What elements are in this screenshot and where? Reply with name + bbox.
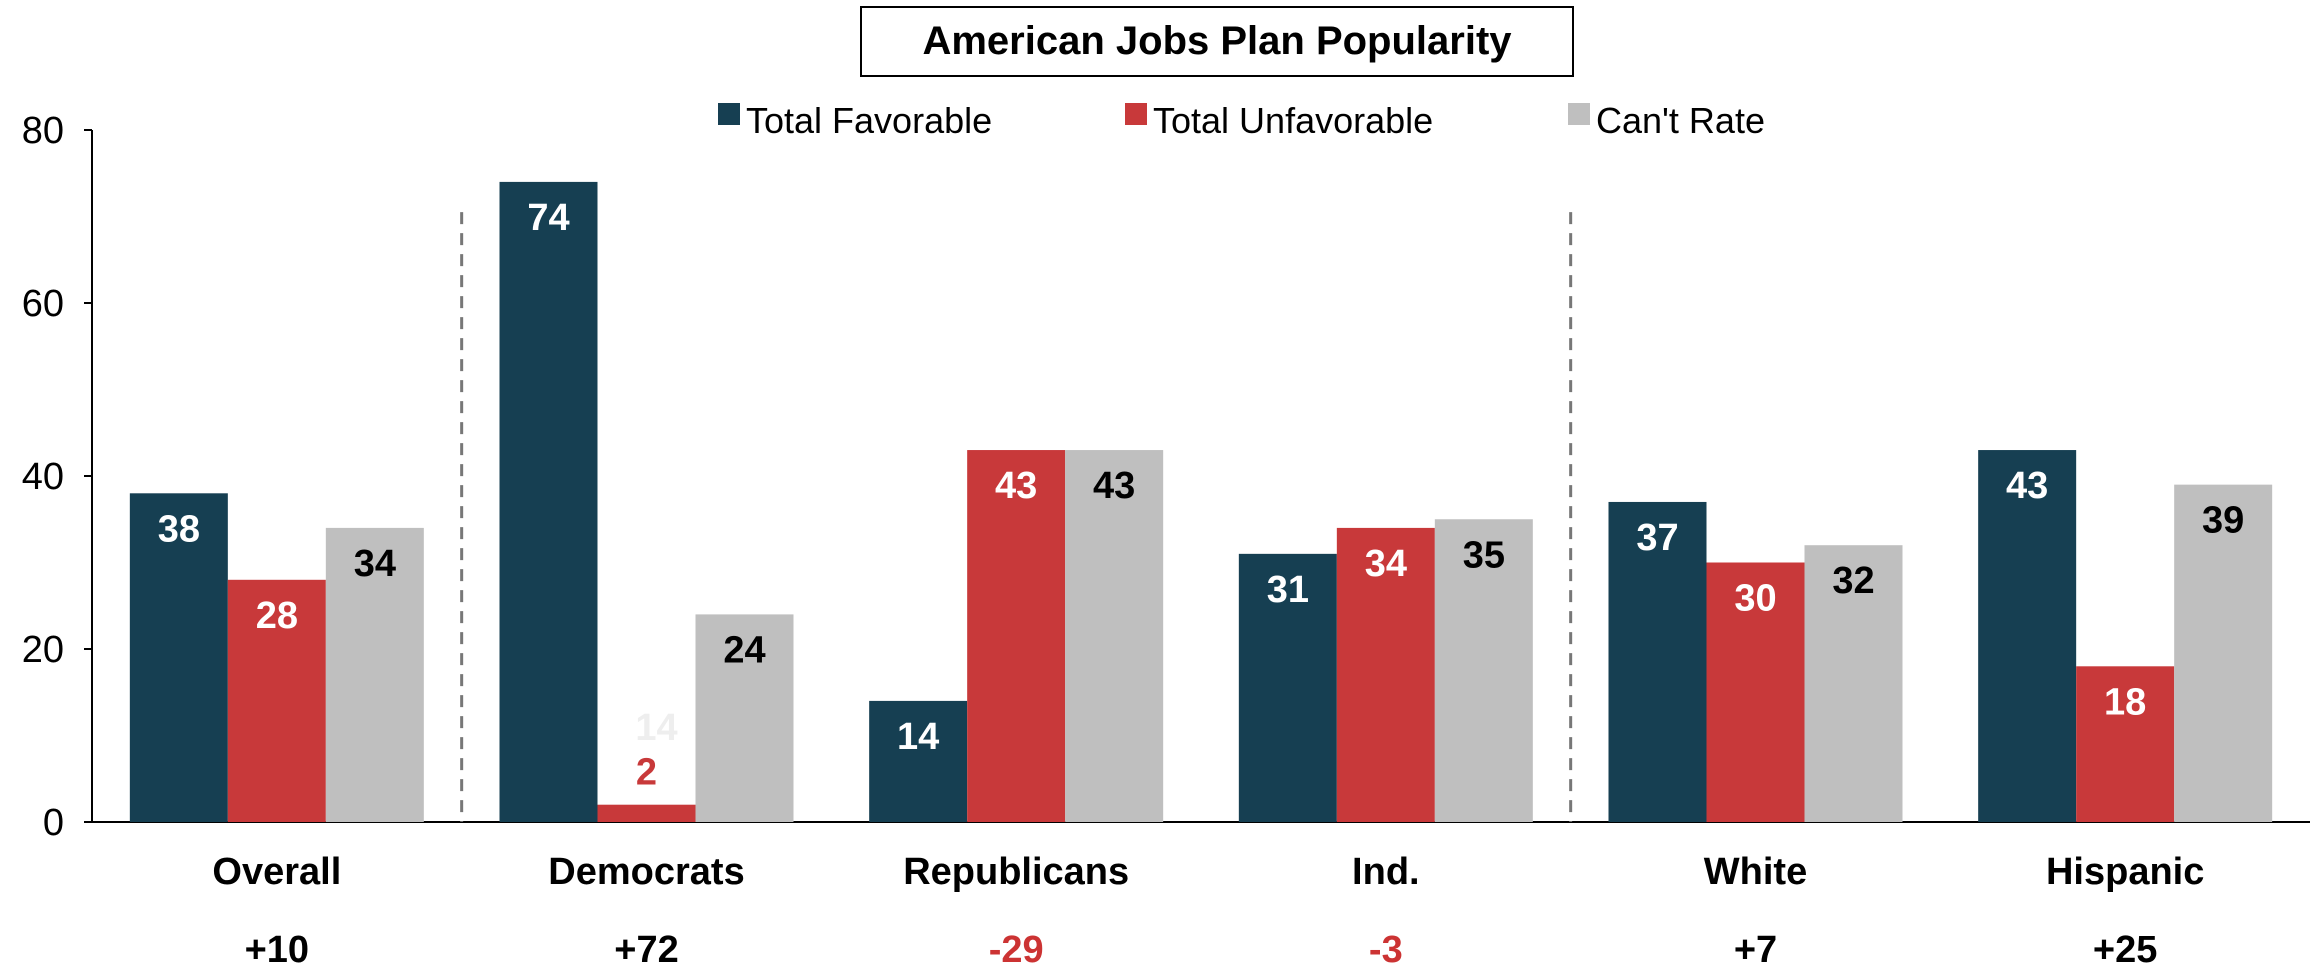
bar-can-t-rate-hispanic: [2174, 484, 2273, 822]
bar-data-label: 43: [2006, 465, 2048, 507]
bar-data-label: 38: [158, 508, 200, 550]
category-label: Ind.: [1352, 851, 1420, 893]
bar-data-label: 43: [1093, 465, 1135, 507]
legend-label: Total Favorable: [746, 100, 992, 141]
bar-data-label: 2: [636, 752, 657, 794]
bar-data-label: 34: [1365, 543, 1407, 585]
bar-total-unfavorable-overall: [227, 579, 326, 822]
bar-data-label: 24: [723, 629, 765, 671]
category-label: Overall: [212, 851, 341, 893]
legend-swatch: [1568, 103, 1590, 125]
bar-total-unfavorable-republicans: [967, 450, 1066, 822]
y-tick-label: 0: [43, 802, 64, 844]
y-tick-label: 60: [22, 283, 64, 325]
category-label: Republicans: [903, 851, 1129, 893]
legend-swatch: [1125, 103, 1147, 125]
bar-total-favorable-white: [1608, 501, 1707, 822]
bar-data-label: 31: [1267, 569, 1309, 611]
bar-total-favorable-hispanic: [1978, 450, 2077, 822]
bar-total-favorable-overall: [129, 493, 228, 822]
bar-data-label: 14: [897, 716, 939, 758]
bar-total-unfavorable-white: [1706, 562, 1805, 822]
bar-total-unfavorable-hispanic: [2076, 666, 2175, 822]
bar-can-t-rate-democrats: [695, 614, 794, 822]
net-value-label: -29: [989, 929, 1044, 971]
bar-total-favorable-democrats: [499, 181, 598, 822]
bar-data-label: 35: [1463, 534, 1505, 576]
stray-data-label: 14: [635, 707, 677, 749]
net-value-label: +10: [245, 929, 309, 971]
bar-can-t-rate-overall: [325, 527, 424, 822]
net-value-label: -3: [1369, 929, 1403, 971]
bar-data-label: 28: [256, 595, 298, 637]
bar-data-label: 39: [2202, 500, 2244, 542]
bar-total-favorable-ind: [1238, 553, 1337, 822]
legend-swatch: [718, 103, 740, 125]
bar-can-t-rate-white: [1804, 545, 1903, 822]
bar-data-label: 30: [1734, 578, 1776, 620]
y-tick-label: 80: [22, 110, 64, 152]
bar-can-t-rate-ind: [1434, 519, 1533, 822]
bar-data-label: 32: [1832, 560, 1874, 602]
net-value-label: +7: [1734, 929, 1777, 971]
bar-total-unfavorable-ind: [1336, 527, 1435, 822]
category-label: Democrats: [548, 851, 744, 893]
category-label: White: [1704, 851, 1807, 893]
legend-label: Total Unfavorable: [1153, 100, 1433, 141]
net-value-label: +72: [614, 929, 678, 971]
bar-data-label: 74: [527, 197, 569, 239]
legend-label: Can't Rate: [1596, 100, 1765, 141]
bar-total-favorable-republicans: [869, 700, 968, 822]
bar-data-label: 18: [2104, 681, 2146, 723]
bar-total-unfavorable-democrats: [597, 804, 696, 822]
bar-data-label: 34: [354, 543, 396, 585]
bar-data-label: 37: [1636, 517, 1678, 559]
net-value-label: +25: [2093, 929, 2157, 971]
chart-title: American Jobs Plan Popularity: [860, 6, 1574, 77]
y-tick-label: 20: [22, 629, 64, 671]
bar-can-t-rate-republicans: [1065, 450, 1164, 822]
bar-data-label: 43: [995, 465, 1037, 507]
y-tick-label: 40: [22, 456, 64, 498]
category-label: Hispanic: [2046, 851, 2204, 893]
